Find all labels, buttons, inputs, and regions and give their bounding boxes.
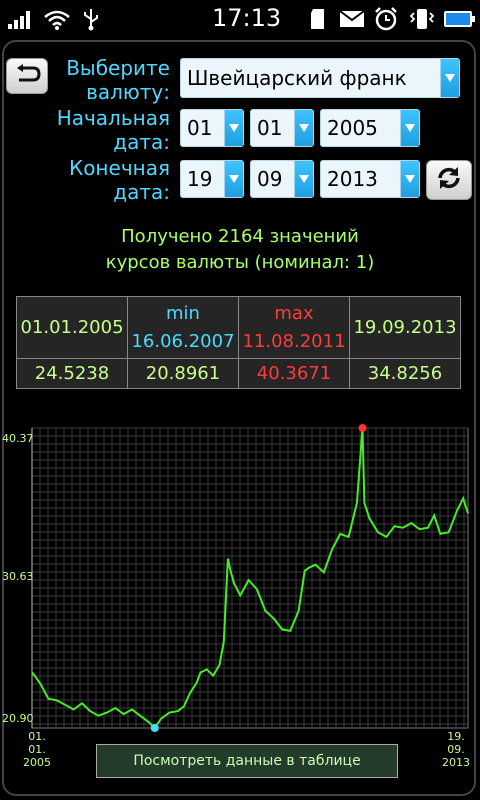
end-day-value: 19 [187, 167, 213, 191]
end-day-select[interactable]: 19 [180, 160, 244, 198]
min-date: 16.06.2007 [131, 330, 235, 352]
start-value-cell: 24.5238 [16, 358, 128, 389]
start-date-cell: 01.01.2005 [16, 296, 128, 359]
alarm-icon [372, 6, 400, 32]
end-year-value: 2013 [327, 167, 378, 191]
max-value-cell: 40.3671 [238, 358, 350, 389]
end-value-cell: 34.8256 [349, 358, 461, 389]
start-month-select[interactable]: 01 [250, 109, 314, 147]
end-month-value: 09 [257, 167, 283, 191]
back-arrow-icon [13, 63, 41, 89]
status-bar: 17:13 [0, 0, 480, 38]
currency-value: Швейцарский франк [187, 66, 407, 90]
sd-card-icon [306, 6, 330, 32]
max-marker [358, 424, 367, 432]
min-label: min [166, 302, 200, 324]
currency-select[interactable]: Швейцарский франк [180, 58, 460, 98]
start-year-select[interactable]: 2005 [320, 109, 420, 147]
rate-chart [31, 424, 469, 732]
stats-table: 01.01.2005 min 16.06.2007 max 11.08.2011… [16, 296, 461, 389]
chevron-down-icon [294, 110, 313, 146]
min-cell: min 16.06.2007 [127, 296, 239, 359]
chevron-down-icon [224, 110, 243, 146]
end-date-cell: 19.09.2013 [349, 296, 461, 359]
mail-icon [338, 6, 366, 32]
plot-area [31, 427, 469, 729]
series-line [31, 427, 469, 730]
refresh-button[interactable] [426, 160, 472, 200]
max-label: max [274, 302, 314, 324]
max-date: 11.08.2011 [242, 330, 346, 352]
chevron-down-icon [224, 161, 243, 197]
start-month-value: 01 [257, 116, 283, 140]
y-tick-label-top: 40.37 [2, 432, 34, 445]
summary-line-1: Получено 2164 значений [121, 226, 359, 247]
x-tick-label-start: 01. 01. 2005 [23, 730, 51, 769]
battery-icon [442, 6, 476, 32]
x-tick-label-end: 19. 09. 2013 [442, 730, 470, 769]
chevron-down-icon [400, 110, 419, 146]
vibrate-icon [408, 6, 436, 32]
signal-icon [6, 6, 36, 32]
chevron-down-icon [440, 59, 459, 97]
refresh-icon [434, 165, 464, 195]
view-table-button[interactable]: Посмотреть данные в таблице [96, 744, 398, 778]
end-month-select[interactable]: 09 [250, 160, 314, 198]
start-day-value: 01 [187, 116, 213, 140]
start-year-value: 2005 [327, 116, 378, 140]
y-tick-label-bottom: 20.90 [2, 712, 34, 725]
chevron-down-icon [294, 161, 313, 197]
start-day-select[interactable]: 01 [180, 109, 244, 147]
summary-line-2: курсов валюты (номинал: 1) [105, 252, 375, 273]
start-date-label: Начальная дата: [56, 106, 170, 154]
wifi-icon [42, 6, 72, 32]
y-tick-label-mid: 30.63 [2, 570, 34, 583]
chevron-down-icon [400, 161, 419, 197]
end-year-select[interactable]: 2013 [320, 160, 420, 198]
usb-icon [80, 6, 102, 32]
back-button[interactable] [6, 58, 48, 94]
chart-grid [31, 427, 469, 729]
summary-text: Получено 2164 значений курсов валюты (но… [0, 224, 480, 276]
end-date-label: Конечная дата: [69, 156, 170, 204]
currency-label: Выберите валюту: [66, 56, 170, 104]
min-marker [150, 724, 159, 732]
min-value-cell: 20.8961 [127, 358, 239, 389]
clock: 17:13 [212, 4, 282, 32]
max-cell: max 11.08.2011 [238, 296, 350, 359]
